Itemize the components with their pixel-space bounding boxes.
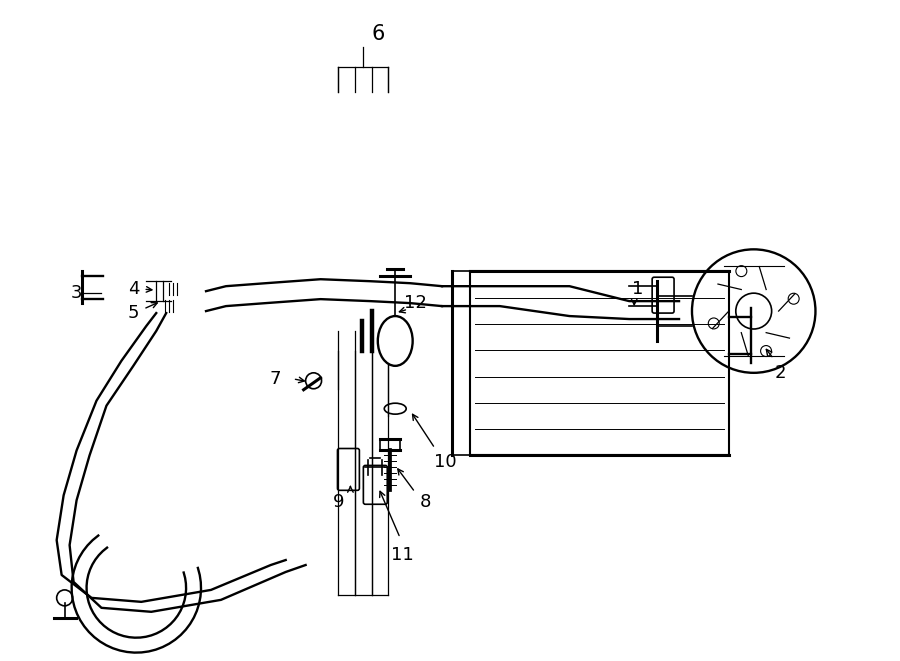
Text: 7: 7 [270,369,282,388]
FancyBboxPatch shape [364,465,387,504]
Ellipse shape [378,316,413,366]
Text: 11: 11 [391,546,414,564]
FancyBboxPatch shape [338,449,359,490]
Circle shape [306,373,321,389]
Ellipse shape [384,403,406,414]
Text: 3: 3 [71,284,82,302]
FancyBboxPatch shape [652,277,674,313]
Text: 4: 4 [128,280,140,298]
Text: 8: 8 [419,493,431,511]
Text: 5: 5 [128,304,140,322]
Text: 1: 1 [632,280,643,298]
Text: 6: 6 [372,24,385,44]
Text: 12: 12 [404,294,427,312]
Text: 2: 2 [775,364,787,382]
Text: 9: 9 [333,493,344,511]
Text: 10: 10 [434,453,456,471]
